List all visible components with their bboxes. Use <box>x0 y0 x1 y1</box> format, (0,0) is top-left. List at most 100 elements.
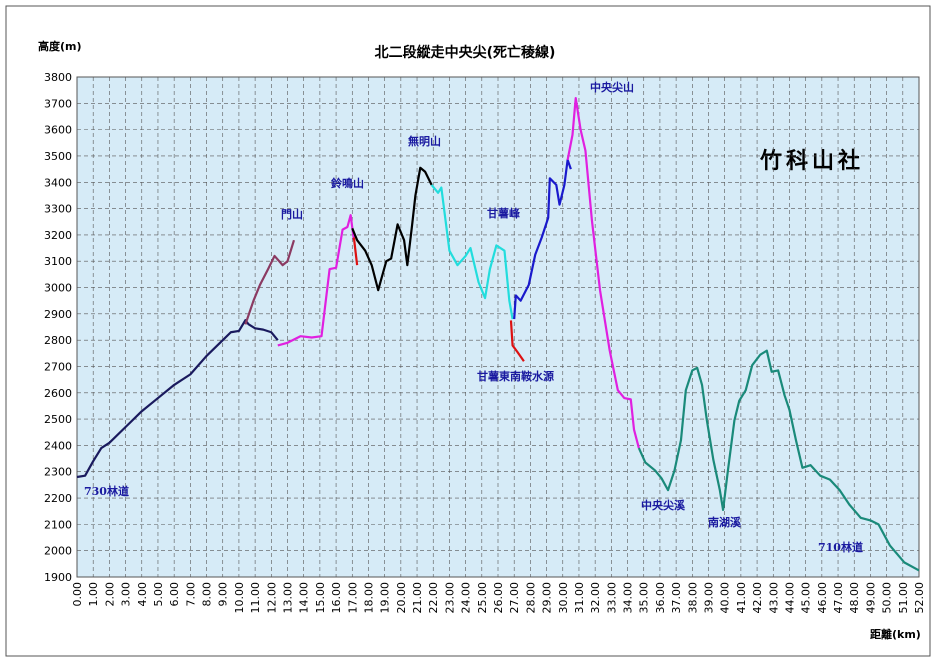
y-tick-label: 2600 <box>44 387 72 400</box>
x-tick-label: 34.00 <box>622 582 635 614</box>
x-tick-label: 11.00 <box>249 582 262 614</box>
y-tick-label: 2200 <box>44 492 72 505</box>
x-tick-label: 16.00 <box>330 582 343 614</box>
x-tick-label: 3.00 <box>120 582 133 607</box>
elevation-line <box>509 320 525 362</box>
x-tick-label: 52.00 <box>913 582 926 614</box>
x-tick-label: 31.00 <box>573 582 586 614</box>
x-tick-label: 41.00 <box>735 582 748 614</box>
x-tick-label: 32.00 <box>589 582 602 614</box>
x-tick-label: 4.00 <box>136 582 149 607</box>
y-tick-label: 2900 <box>44 308 72 321</box>
annotation: 中央尖溪 <box>641 498 686 512</box>
annotation: 710林道 <box>818 540 863 554</box>
y-tick-label: 2300 <box>44 466 72 479</box>
y-tick-label: 2100 <box>44 518 72 531</box>
x-tick-label: 42.00 <box>751 582 764 614</box>
y-tick-label: 3300 <box>44 203 72 216</box>
y-tick-label: 3400 <box>44 176 72 189</box>
annotation: 南湖溪 <box>708 515 742 529</box>
x-tick-label: 7.00 <box>184 582 197 607</box>
y-tick-label: 2400 <box>44 439 72 452</box>
chart-title: 北二段縱走中央尖(死亡稜線) <box>375 44 556 61</box>
annotation: 甘薯東南鞍水源 <box>477 369 554 383</box>
x-tick-label: 18.00 <box>362 582 375 614</box>
y-tick-label: 3200 <box>44 229 72 242</box>
x-tick-label: 0.00 <box>71 582 84 607</box>
annotation: 730林道 <box>84 484 129 498</box>
elevation-line <box>430 184 514 320</box>
x-tick-label: 26.00 <box>492 582 505 614</box>
y-axis-label: 高度(m) <box>38 39 82 53</box>
x-tick-label: 21.00 <box>411 582 424 614</box>
y-tick-label: 1900 <box>44 571 72 584</box>
x-tick-label: 27.00 <box>508 582 521 614</box>
annotation: 鈴鳴山 <box>331 176 364 190</box>
elevation-line <box>277 214 355 347</box>
x-tick-label: 44.00 <box>783 582 796 614</box>
elevation-line <box>566 96 640 449</box>
x-tick-label: 37.00 <box>670 582 683 614</box>
y-tick-label: 2000 <box>44 545 72 558</box>
x-tick-label: 14.00 <box>298 582 311 614</box>
x-tick-label: 43.00 <box>767 582 780 614</box>
x-tick-label: 23.00 <box>443 582 456 614</box>
x-tick-label: 47.00 <box>832 582 845 614</box>
x-tick-label: 28.00 <box>524 582 537 614</box>
x-tick-label: 29.00 <box>541 582 554 614</box>
x-tick-label: 38.00 <box>686 582 699 614</box>
x-tick-label: 5.00 <box>152 582 165 607</box>
x-tick-label: 2.00 <box>103 582 116 607</box>
x-tick-label: 25.00 <box>476 582 489 614</box>
annotation: 無明山 <box>408 134 441 148</box>
x-tick-label: 12.00 <box>265 582 278 614</box>
x-tick-label: 10.00 <box>233 582 246 614</box>
y-tick-label: 3500 <box>44 150 72 163</box>
x-tick-label: 46.00 <box>816 582 829 614</box>
elevation-line <box>76 319 279 479</box>
annotation: 甘薯峰 <box>487 206 521 220</box>
y-tick-label: 2700 <box>44 360 72 373</box>
x-tick-label: 6.00 <box>168 582 181 607</box>
x-tick-label: 49.00 <box>864 582 877 614</box>
x-tick-label: 24.00 <box>460 582 473 614</box>
x-tick-label: 8.00 <box>201 582 214 607</box>
y-tick-label: 3600 <box>44 124 72 137</box>
y-tick-label: 2500 <box>44 413 72 426</box>
x-tick-label: 45.00 <box>800 582 813 614</box>
y-tick-label: 3100 <box>44 255 72 268</box>
x-tick-label: 33.00 <box>605 582 618 614</box>
grid <box>76 76 920 578</box>
elevation-line <box>352 237 359 266</box>
elevation-line <box>351 166 433 292</box>
y-tick-label: 3800 <box>44 71 72 84</box>
x-tick-label: 36.00 <box>654 582 667 614</box>
x-tick-label: 50.00 <box>881 582 894 614</box>
x-tick-label: 20.00 <box>395 582 408 614</box>
elevation-line <box>637 349 920 572</box>
x-tick-label: 30.00 <box>557 582 570 614</box>
x-tick-label: 17.00 <box>346 582 359 614</box>
annotation: 門山 <box>281 207 303 221</box>
y-tick-label: 3700 <box>44 97 72 110</box>
watermark: 竹科山社 <box>759 148 864 174</box>
x-tick-label: 9.00 <box>217 582 230 607</box>
x-tick-label: 35.00 <box>638 582 651 614</box>
x-tick-label: 48.00 <box>848 582 861 614</box>
y-tick-label: 3000 <box>44 282 72 295</box>
x-tick-label: 22.00 <box>427 582 440 614</box>
x-tick-label: 39.00 <box>703 582 716 614</box>
x-tick-label: 19.00 <box>379 582 392 614</box>
x-tick-label: 40.00 <box>719 582 732 614</box>
x-axis-label: 距離(km) <box>870 627 921 641</box>
annotation: 中央尖山 <box>590 80 634 94</box>
x-tick-label: 1.00 <box>87 582 100 607</box>
elevation-line <box>244 239 296 325</box>
x-tick-label: 13.00 <box>282 582 295 614</box>
lines <box>76 96 920 572</box>
x-tick-label: 51.00 <box>897 582 910 614</box>
labels: 1900 2000 2100 2200 2300 2400 2500 2600 2700 2800… <box>44 71 926 614</box>
x-tick-label: 15.00 <box>314 582 327 614</box>
